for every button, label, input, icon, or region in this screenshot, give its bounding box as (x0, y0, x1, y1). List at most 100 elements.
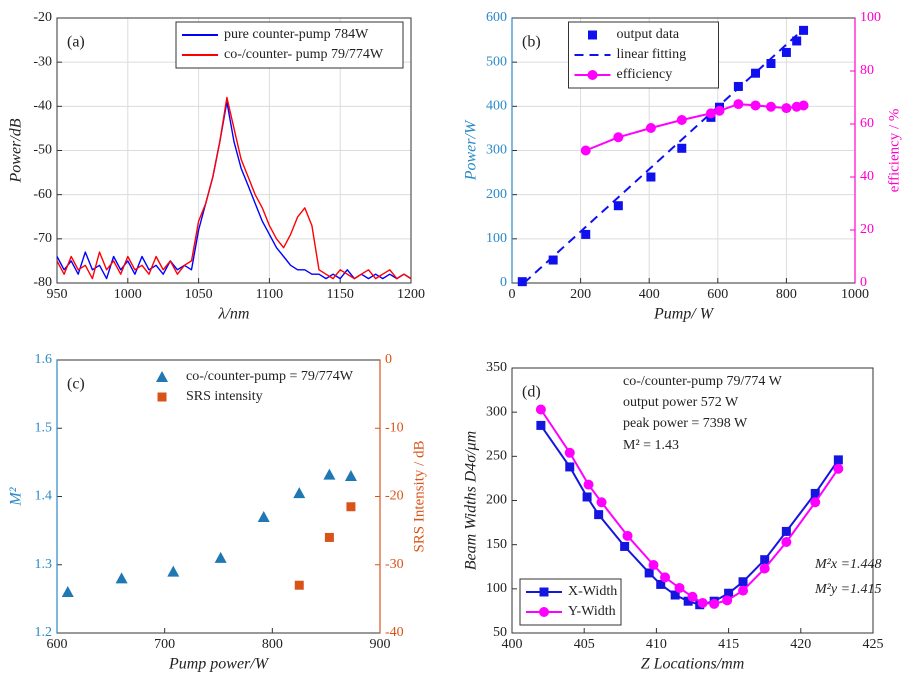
annotation: M² = 1.43 (623, 438, 679, 453)
marker (583, 479, 594, 490)
x-tick-label: 410 (646, 637, 667, 652)
annotation: co-/counter-pump 79/774 W (623, 374, 783, 389)
legend-frame (138, 364, 372, 410)
x-tick-label: 1200 (397, 287, 425, 302)
legend: pure counter-pump 784W co-/counter- pump … (175, 21, 404, 69)
y2-tick-label: -20 (385, 489, 404, 504)
marker (293, 487, 306, 499)
marker (738, 577, 748, 587)
y-tick-label: 100 (486, 581, 507, 596)
y-tick-label: 200 (486, 187, 507, 202)
marker (738, 585, 749, 596)
marker (620, 541, 630, 551)
marker (167, 565, 180, 577)
marker (750, 100, 761, 111)
marker (581, 229, 591, 239)
legend-label: SRS intensity (186, 389, 263, 404)
marker (535, 404, 546, 415)
x-tick-label: 800 (262, 637, 283, 652)
marker (582, 492, 592, 502)
annotation: M²y =1.415 (814, 582, 882, 597)
y2-axis-label: SRS Intensity / dB (411, 440, 427, 552)
marker (565, 462, 575, 472)
x-tick-label: 405 (574, 637, 595, 652)
y2-tick-label: 60 (860, 116, 874, 131)
x-tick-label: 1100 (256, 287, 283, 302)
y-tick-label: 250 (486, 449, 507, 464)
marker (714, 105, 725, 116)
annotation: output power 572 W (623, 395, 739, 410)
marker (781, 537, 792, 548)
y-tick-label: -50 (33, 143, 52, 158)
legend-label: linear fitting (617, 47, 687, 62)
marker (674, 582, 685, 593)
marker (799, 25, 809, 35)
y-tick-label: 1.2 (35, 625, 53, 640)
marker (766, 58, 776, 68)
marker (644, 568, 654, 578)
marker (810, 488, 820, 498)
y-tick-label: 0 (500, 275, 507, 290)
legend-label: co-/counter-pump = 79/774W (186, 369, 354, 384)
y-tick-label: -40 (33, 99, 52, 114)
x-tick-label: 415 (718, 637, 739, 652)
legend-label: X-Width (568, 584, 617, 599)
panel-label: (d) (522, 384, 541, 401)
axes-frame (56, 17, 412, 284)
marker (344, 470, 357, 482)
legend: X-Width Y-Width (519, 578, 622, 626)
y-tick-label: 200 (486, 493, 507, 508)
marker (157, 392, 167, 402)
legend-label: pure counter-pump 784W (224, 27, 369, 42)
y-tick-label: -60 (33, 187, 52, 202)
legend-label: Y-Width (568, 604, 616, 619)
x-tick-label: 700 (154, 637, 175, 652)
marker (588, 30, 597, 40)
marker (676, 115, 687, 126)
marker (697, 597, 708, 608)
legend-frame (519, 578, 622, 626)
y-tick-label: -30 (33, 54, 52, 69)
marker (645, 122, 656, 133)
marker (539, 607, 549, 617)
y-tick-label: -20 (33, 10, 52, 25)
y2-tick-label: 0 (385, 352, 392, 367)
y-tick-label: 600 (486, 10, 507, 25)
marker (346, 502, 356, 512)
marker (594, 510, 604, 520)
marker (324, 532, 334, 542)
y2-tick-label: 0 (860, 275, 867, 290)
marker (677, 143, 687, 153)
y2-tick-label: 40 (860, 169, 874, 184)
marker (294, 580, 304, 590)
panel-label: (b) (522, 34, 541, 51)
y2-tick-label: -10 (385, 420, 404, 435)
marker (781, 103, 792, 114)
y-tick-label: 1.3 (35, 557, 53, 572)
x-axis-label: Z Locations/mm (641, 656, 745, 673)
marker (257, 510, 270, 522)
marker (833, 463, 844, 474)
x-tick-label: 900 (370, 637, 391, 652)
x-tick-label: 800 (776, 287, 797, 302)
y-tick-label: 150 (486, 537, 507, 552)
x-axis-label: Pump power/W (168, 656, 270, 673)
x-tick-label: 600 (47, 637, 68, 652)
marker (564, 447, 575, 458)
legend: output data linear fitting efficiency (568, 21, 719, 89)
y-axis-label: M² (8, 486, 25, 506)
marker (733, 99, 744, 110)
y-tick-label: 1.6 (35, 352, 53, 367)
y2-axis-label: efficiency / % (886, 109, 902, 193)
x-tick-label: 1150 (326, 287, 353, 302)
marker (596, 497, 607, 508)
series-line (523, 28, 805, 284)
marker (61, 586, 74, 598)
legend-frame (175, 21, 404, 69)
marker (548, 255, 558, 265)
marker (587, 70, 598, 80)
y-tick-label: -70 (33, 231, 52, 246)
marker (115, 572, 128, 584)
